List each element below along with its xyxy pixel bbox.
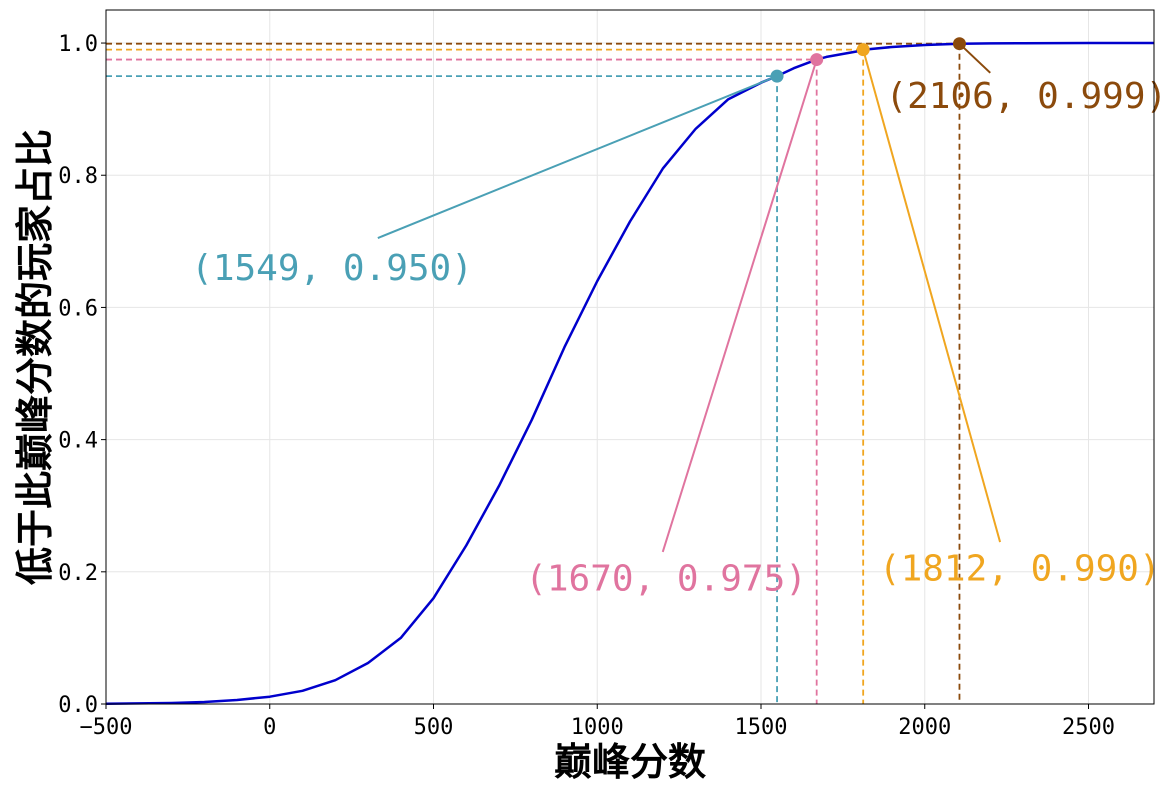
x-tick-label: 0: [263, 715, 276, 740]
y-tick-label: 0.6: [58, 296, 98, 321]
guide-lines: [106, 42, 961, 704]
annotation-label: (1670, 0.975): [525, 558, 807, 599]
y-tick-label: 0.0: [58, 693, 98, 718]
y-tick-label: 0.8: [58, 164, 98, 189]
annotation-marker: [770, 69, 784, 83]
plot-frame: [105, 9, 1155, 705]
annotation-label: (2106, 0.999): [885, 76, 1164, 117]
x-tick-label: 2000: [898, 715, 951, 740]
x-tick-label: 1500: [735, 715, 788, 740]
y-tick-label: 1.0: [58, 32, 98, 57]
x-tick-label: 2500: [1062, 715, 1115, 740]
annotation-label: (1549, 0.950): [191, 248, 473, 289]
series-layer: [105, 41, 1154, 705]
x-axis-title: 巅峰分数: [554, 740, 706, 784]
y-tick-label: 0.2: [58, 561, 98, 586]
y-ticks: 0.0 0.2 0.4 0.6 0.8 1.0: [58, 32, 106, 718]
annotation-label: (1812, 0.990): [879, 549, 1161, 590]
x-ticks: −500 0 500 1000 1500 2000 2500: [80, 704, 1115, 740]
x-tick-label: −500: [80, 715, 133, 740]
annotation-leader-line: [958, 42, 991, 74]
y-tick-label: 0.4: [58, 429, 98, 454]
x-tick-label: 500: [414, 715, 454, 740]
annotations: (1549, 0.950) (1670, 0.975) (1812, 0.990) (…: [191, 37, 1164, 599]
cdf-line: [105, 41, 1154, 705]
annotation-marker: [856, 43, 870, 57]
annotation-leader-line: [661, 59, 818, 553]
annotation-marker: [952, 37, 966, 51]
annotation-leader-line: [377, 75, 778, 239]
annotation-marker: [810, 53, 824, 67]
x-tick-label: 1000: [571, 715, 624, 740]
annotation-leader-line: [862, 49, 1002, 543]
y-axis-title: 低于此巅峰分数的玩家占比: [13, 129, 57, 585]
